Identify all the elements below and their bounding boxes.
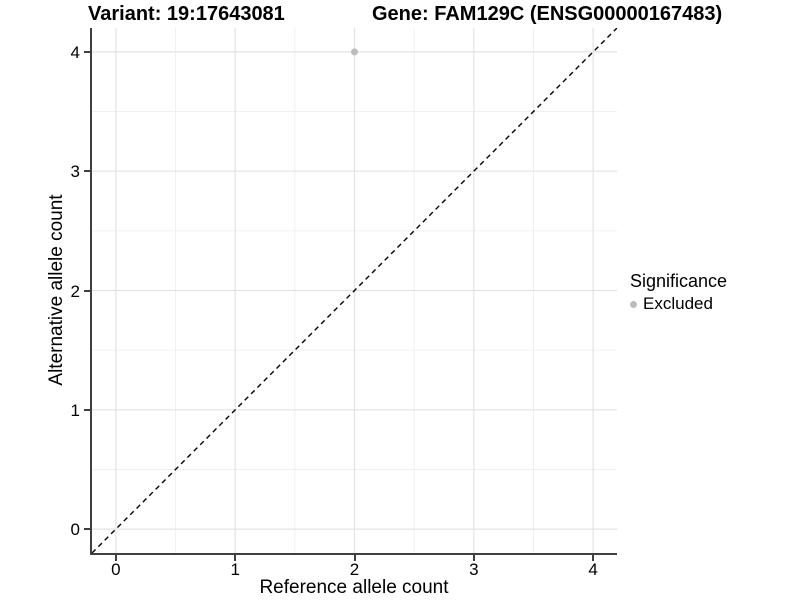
plot-panel [92,28,617,553]
y-tick-label: 2 [70,281,80,301]
x-axis-line [90,553,617,555]
x-tick-mark [114,555,117,561]
y-tick-label: 0 [70,520,80,540]
legend-item-label: Excluded [643,294,713,313]
identity-dashed-line [92,28,617,553]
plot-title-gene: Gene: FAM129C (ENSG00000167483) [372,3,723,25]
x-tick-label: 0 [111,560,121,579]
y-axis-line [90,28,92,555]
data-point [351,48,358,56]
x-axis-title: Reference allele count [259,577,449,598]
legend-item: Excluded [630,294,727,314]
y-tick-label: 3 [70,162,80,182]
x-tick-label: 2 [349,560,360,579]
y-tick-mark [84,50,90,53]
y-tick-mark [84,170,90,173]
y-tick-mark [84,528,90,531]
legend-title: Significance [630,271,728,291]
x-tick-label: 1 [230,560,240,579]
x-tick-mark [234,555,237,561]
x-tick-mark [592,555,595,561]
x-tick-mark [472,555,475,561]
y-tick-label: 4 [70,42,80,62]
x-tick-label: 4 [588,560,598,579]
x-tick-label: 3 [469,560,479,579]
y-tick-mark [84,408,90,411]
legend-key-point-icon [630,300,637,308]
plot-title-variant: Variant: 19:17643081 [88,3,285,25]
y-tick-label: 1 [70,400,80,420]
y-tick-mark [84,289,90,292]
legend: Significance Excluded [630,271,727,314]
x-tick-mark [353,555,356,561]
